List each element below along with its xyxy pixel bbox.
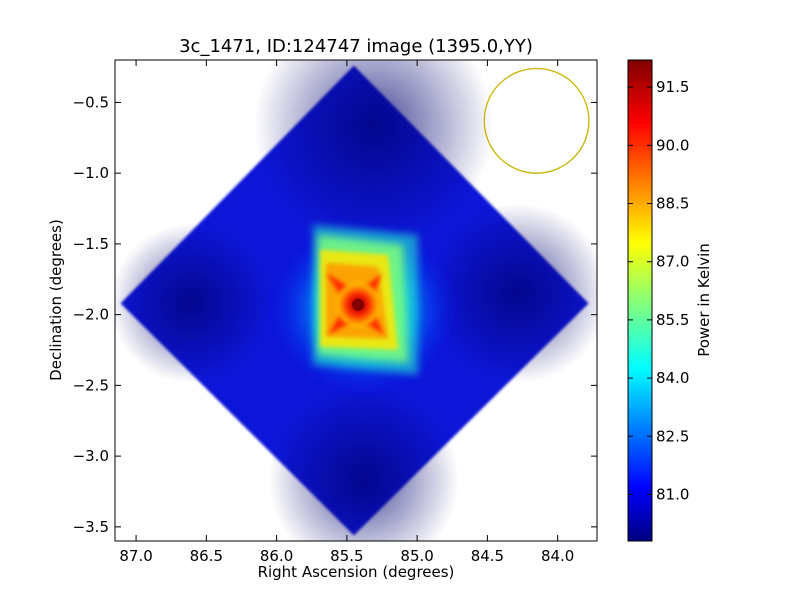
colorbar-ticks: 81.0 82.5 84.0 85.5 87.0 88.5 90.0 91.5	[628, 78, 689, 503]
y-tick-label: −1.5	[73, 235, 109, 253]
colorbar-tick-label: 87.0	[656, 253, 689, 271]
x-axis-label: Right Ascension (degrees)	[258, 563, 455, 581]
colorbar-tick-label: 88.5	[656, 195, 689, 213]
x-tick-label: 84.0	[541, 547, 574, 565]
y-tick-label: −2.0	[73, 306, 109, 324]
y-axis-label: Declination (degrees)	[47, 219, 65, 381]
chart-title: 3c_1471, ID:124747 image (1395.0,YY)	[179, 36, 533, 57]
colorbar-tick-label: 90.0	[656, 136, 689, 154]
x-tick-label: 86.0	[260, 547, 293, 565]
colorbar-label: Power in Kelvin	[695, 243, 713, 357]
colorbar-tick-label: 85.5	[656, 311, 689, 329]
x-tick-label: 85.0	[400, 547, 433, 565]
source-peak	[352, 298, 365, 311]
x-axis: 87.0 86.5 86.0 85.5 85.0 84.5 84.0	[119, 60, 574, 565]
y-tick-label: −1.0	[73, 164, 109, 182]
background-region	[115, 223, 271, 384]
y-tick-label: −3.5	[73, 518, 109, 536]
y-axis: −0.5 −1.0 −1.5 −2.0 −2.5 −3.0 −3.5	[73, 93, 597, 536]
beam-circle	[483, 67, 590, 174]
y-tick-label: −0.5	[73, 93, 109, 111]
y-tick-label: −3.0	[73, 447, 109, 465]
colorbar-tick-label: 81.0	[656, 485, 689, 503]
colorbar	[627, 59, 653, 542]
x-tick-label: 87.0	[119, 547, 152, 565]
colorbar-tick-label: 91.5	[656, 78, 689, 96]
x-tick-label: 86.5	[190, 547, 223, 565]
background-region	[268, 385, 459, 541]
x-tick-label: 84.5	[471, 547, 504, 565]
colorbar-tick-label: 82.5	[656, 427, 689, 445]
background-region	[428, 203, 597, 384]
x-tick-label: 85.5	[330, 547, 363, 565]
heatmap-image	[115, 60, 597, 541]
colorbar-tick-label: 84.0	[656, 369, 689, 387]
y-tick-label: −2.5	[73, 376, 109, 394]
background-region	[253, 60, 494, 246]
plot-frame	[114, 59, 598, 542]
